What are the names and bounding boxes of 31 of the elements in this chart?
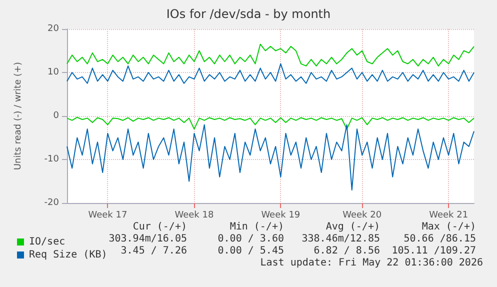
- y-tick-label: -10: [44, 154, 60, 164]
- line-series: [66, 63, 474, 84]
- text: 0.00 / 3.60: [218, 234, 284, 244]
- y-tick-label: 20: [48, 24, 60, 34]
- x-tick-label: Week 20: [342, 210, 382, 220]
- chart-title: IOs for /dev/sda - by month: [166, 7, 331, 21]
- line-series: [66, 44, 474, 66]
- x-tick-label: Week 17: [88, 210, 128, 220]
- line-series: [66, 124, 474, 190]
- text: 105.11 /109.27: [392, 246, 476, 256]
- y-tick-label: -20: [44, 198, 60, 208]
- text: Avg (-/+): [326, 222, 380, 232]
- text: 303.94m/16.05: [108, 234, 187, 244]
- y-tick-label: 0: [53, 111, 60, 121]
- x-tick-label: Week 21: [429, 210, 468, 220]
- text: Min (-/+): [230, 222, 284, 232]
- text: 0.00 / 5.45: [218, 246, 284, 256]
- text: Max (-/+): [422, 222, 476, 232]
- y-axis-title: Units read (-) / write (+): [14, 62, 24, 170]
- line-series: [66, 116, 474, 130]
- y-tick-label: 10: [48, 68, 60, 78]
- x-tick-label: Week 18: [174, 210, 214, 220]
- text: 3.45 / 7.26: [120, 246, 187, 256]
- legend-label: IO/sec: [29, 236, 66, 248]
- legend-label: Req Size (KB): [29, 250, 108, 260]
- text: Last update: Fri May 22 01:36:00 2026: [260, 258, 483, 268]
- text: Cur (-/+): [132, 222, 187, 232]
- x-tick-label: Week 19: [261, 210, 300, 220]
- text: 50.66 /86.15: [404, 234, 476, 244]
- text: 6.82 / 8.56: [314, 246, 380, 256]
- text: 338.46m/12.85: [302, 234, 380, 244]
